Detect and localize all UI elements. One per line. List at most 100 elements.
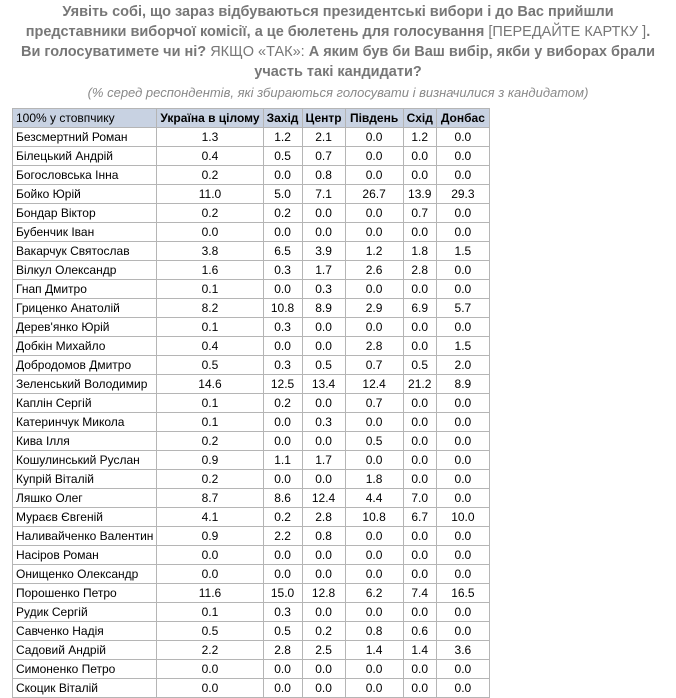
cell-value: 0.0 (301, 659, 346, 679)
cell-value: 2.2 (262, 526, 303, 546)
title-part: . Ви голосуватимете чи ні? (20, 24, 651, 60)
cell-value: 3.8 (156, 241, 264, 261)
cell-value: 0.0 (301, 393, 346, 413)
cell-value: 0.0 (435, 526, 490, 546)
table-row: Гриценко Анатолій 8.2 10.8 8.9 2.9 6.9 5.7 (11, 298, 490, 318)
cell-value: 0.0 (402, 545, 437, 565)
cell-value: 0.3 (301, 412, 346, 432)
cell-value: 0.8 (301, 165, 346, 185)
cell-value: 5.7 (435, 298, 490, 318)
column-header: Схід (402, 108, 437, 128)
cell-value: 0.0 (156, 564, 264, 584)
table-row: Зеленський Володимир 14.6 12.5 13.4 12.4 21.2… (11, 374, 490, 394)
cell-value: 0.0 (402, 526, 437, 546)
cell-value: 0.0 (262, 469, 303, 489)
cell-value: 0.3 (262, 260, 303, 280)
cell-value: 1.4 (344, 640, 404, 660)
cell-value: 6.7 (402, 507, 437, 527)
cell-value: 0.0 (301, 564, 346, 584)
cell-value: 12.4 (344, 374, 404, 394)
column-header: Донбас (435, 108, 490, 128)
cell-value: 2.8 (402, 260, 437, 280)
cell-value: 0.1 (156, 412, 264, 432)
candidate-name: Кошулинський Руслан (11, 450, 158, 470)
cell-value: 0.0 (435, 146, 490, 166)
cell-value: 14.6 (156, 374, 264, 394)
column-header: Центр (301, 108, 346, 128)
candidate-name: Порошенко Петро (11, 583, 158, 603)
cell-value: 0.0 (156, 222, 264, 242)
candidate-name: Бойко Юрій (11, 184, 158, 204)
table-row: Кива Ілля 0.2 0.0 0.0 0.5 0.0 0.0 (11, 431, 490, 451)
cell-value: 0.0 (262, 279, 303, 299)
cell-value: 15.0 (262, 583, 303, 603)
cell-value: 1.4 (402, 640, 437, 660)
table-row: Гнап Дмитро 0.1 0.0 0.3 0.0 0.0 0.0 (11, 279, 490, 299)
cell-value: 1.8 (344, 469, 404, 489)
cell-value: 0.0 (344, 602, 404, 622)
cell-value: 5.0 (262, 184, 303, 204)
cell-value: 0.0 (402, 659, 437, 679)
cell-value: 0.0 (262, 545, 303, 565)
cell-value: 0.7 (344, 393, 404, 413)
header-row: 100% у стовпчику Україна в цілому Захід Цен… (11, 108, 490, 128)
candidate-name: Кива Ілля (11, 431, 158, 451)
candidate-name: Добродомов Дмитро (11, 355, 158, 375)
cell-value: 0.0 (435, 279, 490, 299)
table-row: Порошенко Петро 11.6 15.0 12.8 6.2 7.4 16.5 (11, 583, 490, 603)
cell-value: 6.9 (402, 298, 437, 318)
cell-value: 0.0 (301, 431, 346, 451)
cell-value: 0.0 (262, 412, 303, 432)
table-row: Білецький Андрій 0.4 0.5 0.7 0.0 0.0 0.0 (11, 146, 490, 166)
cell-value: 8.9 (435, 374, 490, 394)
cell-value: 0.3 (262, 602, 303, 622)
title-part: А яким був би Ваш вибір, якби у виборах … (254, 44, 656, 80)
table-row: Купрій Віталій 0.2 0.0 0.0 1.8 0.0 0.0 (11, 469, 490, 489)
table-row: Бойко Юрій 11.0 5.0 7.1 26.7 13.9 29.3 (11, 184, 490, 204)
cell-value: 2.2 (156, 640, 264, 660)
cell-value: 10.8 (262, 298, 303, 318)
cell-value: 0.0 (435, 488, 490, 508)
cell-value: 0.0 (262, 678, 303, 698)
table-row: Дерев'янко Юрій 0.1 0.3 0.0 0.0 0.0 0.0 (11, 317, 490, 337)
cell-value: 0.0 (435, 621, 490, 641)
cell-value: 0.0 (156, 678, 264, 698)
cell-value: 0.0 (301, 203, 346, 223)
cell-value: 0.0 (156, 659, 264, 679)
cell-value: 0.0 (344, 317, 404, 337)
cell-value: 0.2 (301, 621, 346, 641)
cell-value: 0.0 (344, 678, 404, 698)
cell-value: 6.2 (344, 583, 404, 603)
cell-value: 0.0 (262, 431, 303, 451)
cell-value: 0.0 (402, 279, 437, 299)
table-row: Каплін Сергій 0.1 0.2 0.0 0.7 0.0 0.0 (11, 393, 490, 413)
cell-value: 0.2 (262, 507, 303, 527)
cell-value: 13.4 (301, 374, 346, 394)
cell-value: 0.0 (344, 222, 404, 242)
title-part: [ПЕРЕДАЙТЕ КАРТКУ ] (488, 24, 647, 40)
cell-value: 0.0 (435, 165, 490, 185)
table-row: Кошулинський Руслан 0.9 1.1 1.7 0.0 0.0 0.0 (11, 450, 490, 470)
cell-value: 0.0 (435, 431, 490, 451)
cell-value: 0.0 (402, 317, 437, 337)
candidate-name: Дерев'янко Юрій (11, 317, 158, 337)
cell-value: 7.4 (402, 583, 437, 603)
cell-value: 0.0 (344, 659, 404, 679)
candidate-name: Вакарчук Святослав (11, 241, 158, 261)
cell-value: 1.5 (435, 241, 490, 261)
cell-value: 0.9 (156, 450, 264, 470)
table-row: Насіров Роман 0.0 0.0 0.0 0.0 0.0 0.0 (11, 545, 490, 565)
title-part: ЯКЩО «ТАК»: (210, 44, 305, 60)
candidate-name: Садовий Андрій (11, 640, 158, 660)
cell-value: 0.0 (435, 222, 490, 242)
cell-value: 1.6 (156, 260, 264, 280)
cell-value: 0.0 (402, 678, 437, 698)
title-part: Уявіть собі, що зараз відбуваються прези… (25, 4, 614, 40)
cell-value: 12.8 (301, 583, 346, 603)
cell-value: 0.2 (262, 203, 303, 223)
cell-value: 10.8 (344, 507, 404, 527)
cell-value: 0.0 (344, 412, 404, 432)
cell-value: 0.1 (156, 317, 264, 337)
cell-value: 16.5 (435, 583, 490, 603)
cell-value: 0.0 (301, 317, 346, 337)
